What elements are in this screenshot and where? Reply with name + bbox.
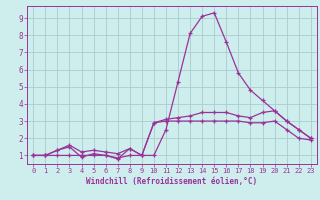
X-axis label: Windchill (Refroidissement éolien,°C): Windchill (Refroidissement éolien,°C) — [86, 177, 258, 186]
